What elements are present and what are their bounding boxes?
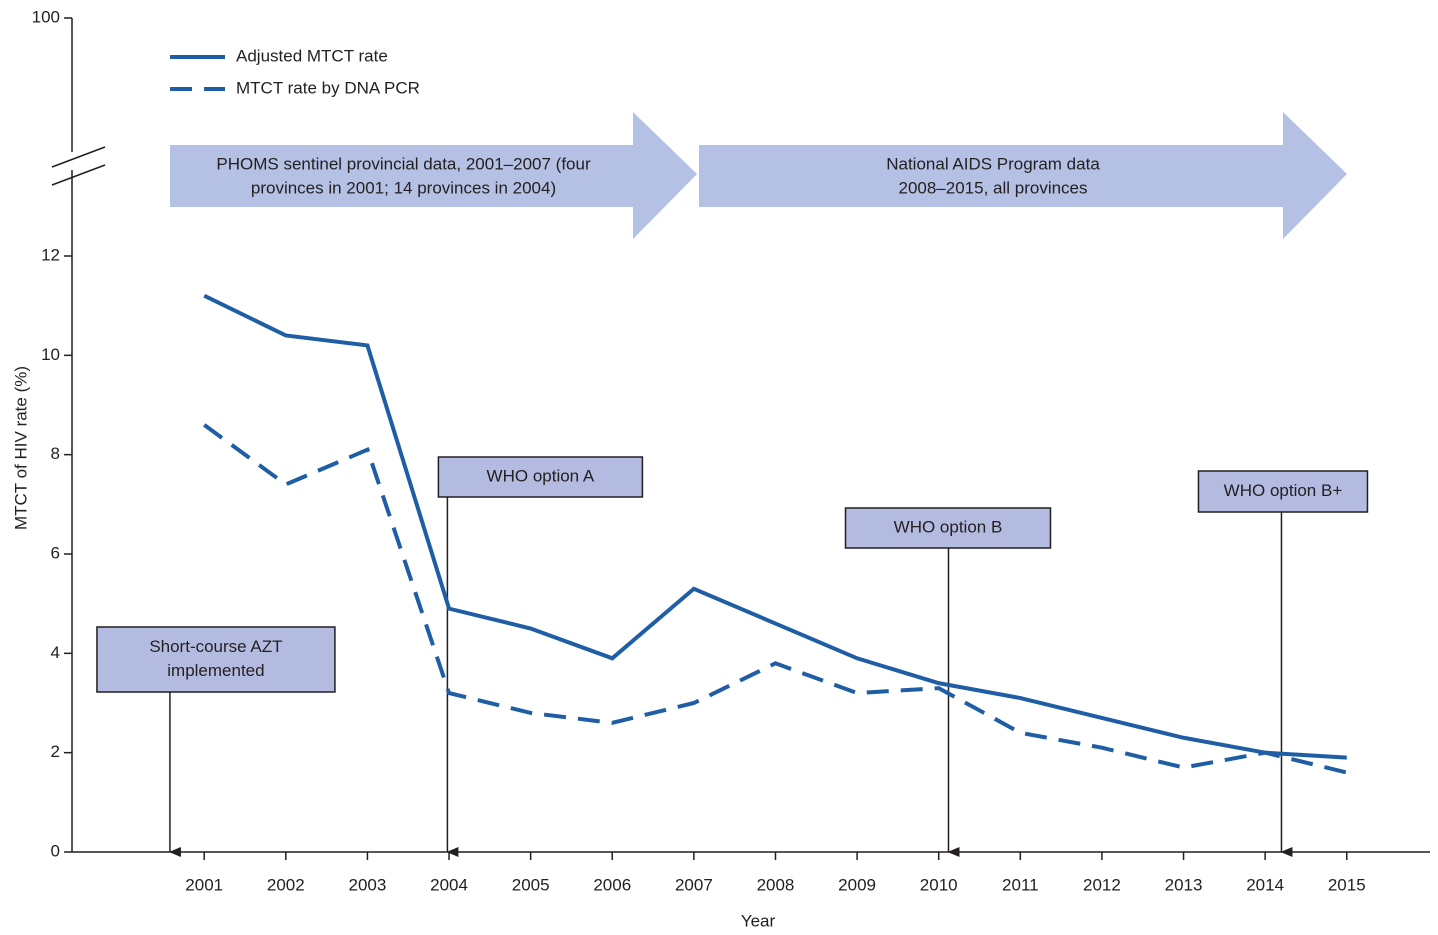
y-tick-label: 2 — [51, 742, 60, 761]
annotation-box — [1197, 470, 1369, 513]
x-tick-label: 2009 — [838, 875, 876, 894]
period-label: National AIDS Program data — [886, 154, 1100, 173]
series-line — [203, 423, 1348, 775]
x-tick-label: 2015 — [1328, 875, 1366, 894]
period-label: 2008–2015, all provinces — [898, 178, 1087, 197]
x-tick-label: 2001 — [185, 875, 223, 894]
axis-break — [51, 164, 106, 186]
y-tick-label: 6 — [51, 543, 60, 562]
x-tick-label: 2004 — [430, 875, 468, 894]
annotation-label: Short-course AZT — [149, 637, 282, 656]
x-tick-label: 2006 — [593, 875, 631, 894]
annotation-box — [437, 456, 644, 498]
x-axis-label: Year — [741, 911, 776, 930]
period-arrow — [699, 112, 1347, 239]
series-line — [203, 293, 1347, 760]
x-tick-label: 2003 — [349, 875, 387, 894]
annotation-box — [96, 626, 336, 693]
period-label: provinces in 2001; 14 provinces in 2004) — [251, 178, 556, 197]
x-tick-label: 2014 — [1246, 875, 1284, 894]
x-tick-label: 2002 — [267, 875, 305, 894]
period-arrow — [170, 112, 697, 239]
y-tick-label: 100 — [32, 7, 60, 26]
legend-label: MTCT rate by DNA PCR — [236, 78, 420, 97]
x-tick-label: 2010 — [920, 875, 958, 894]
x-tick-label: 2005 — [512, 875, 550, 894]
x-tick-label: 2011 — [1002, 875, 1039, 894]
y-axis-label: MTCT of HIV rate (%) — [11, 366, 30, 530]
axis-break — [51, 146, 106, 168]
annotation-label: WHO option A — [487, 466, 595, 485]
legend-label: Adjusted MTCT rate — [236, 46, 388, 65]
y-tick-label: 4 — [51, 643, 60, 662]
annotation-box — [844, 507, 1052, 549]
x-tick-label: 2007 — [675, 875, 713, 894]
y-tick-label: 12 — [41, 245, 60, 264]
annotation-label: WHO option B+ — [1224, 481, 1343, 500]
annotation-label: WHO option B — [894, 517, 1003, 536]
x-tick-label: 2013 — [1165, 875, 1203, 894]
y-tick-label: 10 — [41, 345, 60, 364]
x-tick-label: 2008 — [757, 875, 795, 894]
y-tick-label: 0 — [51, 841, 60, 860]
period-label: PHOMS sentinel provincial data, 2001–200… — [216, 154, 591, 173]
x-tick-label: 2012 — [1083, 875, 1121, 894]
annotation-label: implemented — [167, 661, 264, 680]
y-tick-label: 8 — [51, 444, 60, 463]
